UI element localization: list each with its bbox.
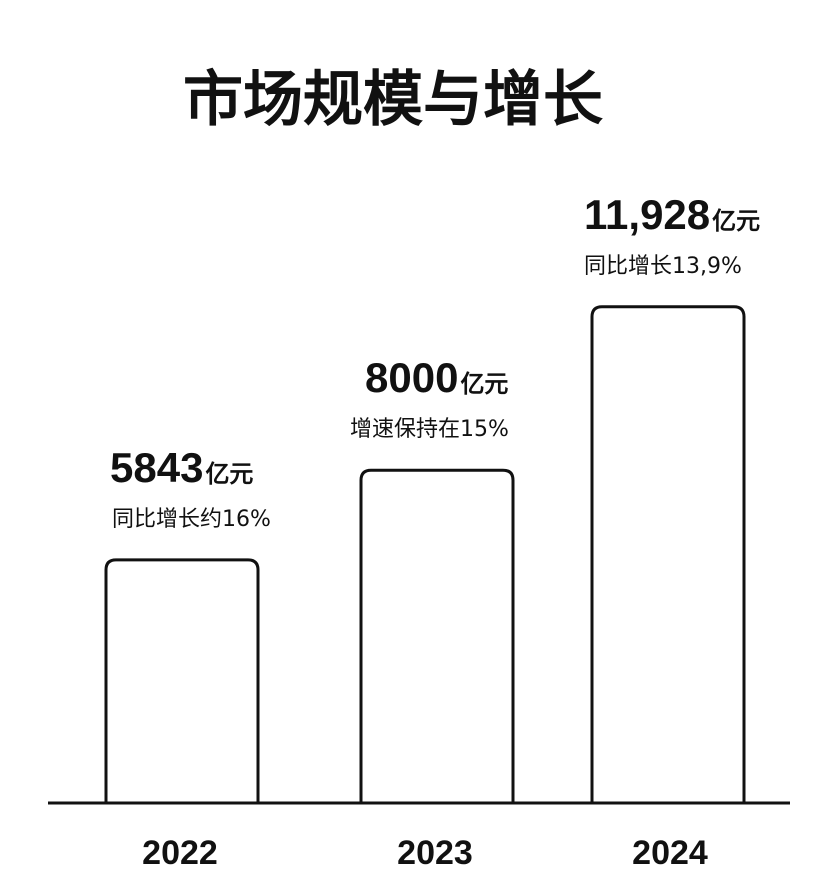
bar-2024 [590, 305, 746, 803]
value-label-2024: 11,928亿元 [584, 191, 760, 238]
note-label-2024: 同比增长13,9% [584, 254, 742, 279]
bars-layer [104, 305, 746, 803]
chart-title: 市场规模与增长 [183, 65, 603, 135]
bar-2023 [359, 468, 515, 803]
value-label-2022: 5843亿元 [110, 444, 253, 491]
note-label-2022: 同比增长约16% [112, 507, 271, 532]
x-tick-2023: 2023 [397, 834, 473, 872]
x-tick-2022: 2022 [142, 834, 218, 872]
value-label-2023: 8000亿元 [365, 354, 508, 401]
bar-2022 [104, 558, 260, 803]
x-tick-2024: 2024 [632, 834, 708, 872]
note-label-2023: 增速保持在15% [350, 417, 509, 442]
